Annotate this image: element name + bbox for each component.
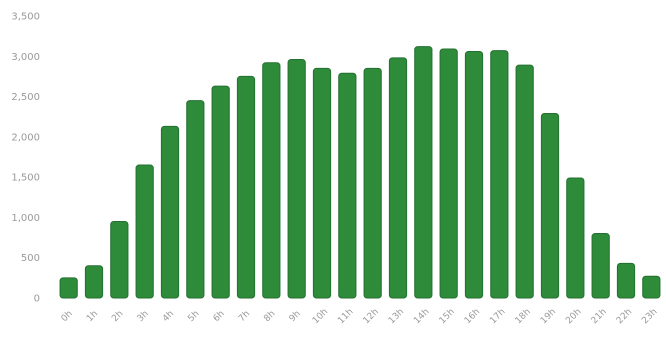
- bar-23h: [642, 275, 661, 299]
- bar-2h: [110, 220, 129, 299]
- x-tick-label: 13h: [387, 307, 406, 326]
- bar-14h: [414, 46, 433, 299]
- x-tick-label: 16h: [463, 307, 482, 326]
- bar-17h: [490, 50, 509, 299]
- bar-0h: [59, 277, 78, 299]
- bar-7h: [236, 75, 256, 299]
- x-tick-label: 2h: [110, 309, 125, 324]
- bar-9h: [287, 59, 306, 299]
- x-tick-label: 10h: [311, 307, 330, 326]
- x-tick-label: 15h: [438, 307, 457, 326]
- x-tick-label: 20h: [564, 307, 583, 326]
- x-axis: 0h 1h 2h 3h 4h 5h 6h 7h 8h 9h 10h 11h 12h 13h 14h 15h 16…: [60, 307, 660, 326]
- x-tick-label: 1h: [85, 309, 100, 324]
- bar-3h: [135, 164, 154, 299]
- x-tick-label: 17h: [488, 307, 507, 326]
- bar-15h: [439, 48, 458, 299]
- y-tick-label: 1,500: [11, 173, 40, 184]
- bar-10h: [312, 67, 332, 299]
- x-tick-label: 11h: [336, 307, 355, 326]
- bar-1h: [84, 265, 104, 299]
- x-tick-label: 21h: [590, 307, 609, 326]
- bar-18h: [515, 64, 534, 299]
- x-tick-label: 22h: [615, 307, 634, 326]
- x-tick-label: 6h: [212, 309, 227, 324]
- x-tick-label: 23h: [640, 307, 659, 326]
- y-tick-label: 3,500: [11, 12, 40, 23]
- bar-11h: [338, 72, 357, 299]
- bar-13h: [388, 57, 408, 299]
- x-tick-label: 18h: [514, 307, 533, 326]
- x-tick-label: 12h: [362, 307, 381, 326]
- y-tick-label: 2,000: [11, 132, 40, 143]
- bar-19h: [540, 112, 560, 299]
- y-tick-label: 3,000: [11, 52, 40, 63]
- bar-6h: [211, 85, 230, 299]
- x-tick-label: 0h: [60, 309, 75, 324]
- y-tick-label: 1,000: [11, 213, 40, 224]
- bar-21h: [591, 233, 610, 299]
- x-tick-label: 7h: [237, 309, 252, 324]
- x-tick-label: 8h: [262, 309, 277, 324]
- y-tick-label: 0: [34, 294, 40, 305]
- bar-8h: [262, 62, 281, 299]
- bars: [59, 46, 661, 299]
- bar-16h: [464, 50, 484, 299]
- x-tick-label: 5h: [186, 309, 201, 324]
- bar-22h: [616, 262, 636, 299]
- bar-12h: [363, 67, 382, 299]
- x-tick-label: 3h: [136, 309, 151, 324]
- x-tick-label: 19h: [539, 307, 558, 326]
- bar-5h: [186, 100, 205, 299]
- y-tick-label: 2,500: [11, 92, 40, 103]
- y-tick-label: 500: [21, 253, 40, 264]
- bar-20h: [566, 177, 585, 299]
- x-tick-label: 4h: [161, 309, 176, 324]
- x-tick-label: 9h: [288, 309, 303, 324]
- bar-4h: [160, 125, 180, 299]
- x-tick-label: 14h: [412, 307, 431, 326]
- y-axis: 0 500 1,000 1,500 2,000 2,500 3,000 3,500: [11, 12, 40, 305]
